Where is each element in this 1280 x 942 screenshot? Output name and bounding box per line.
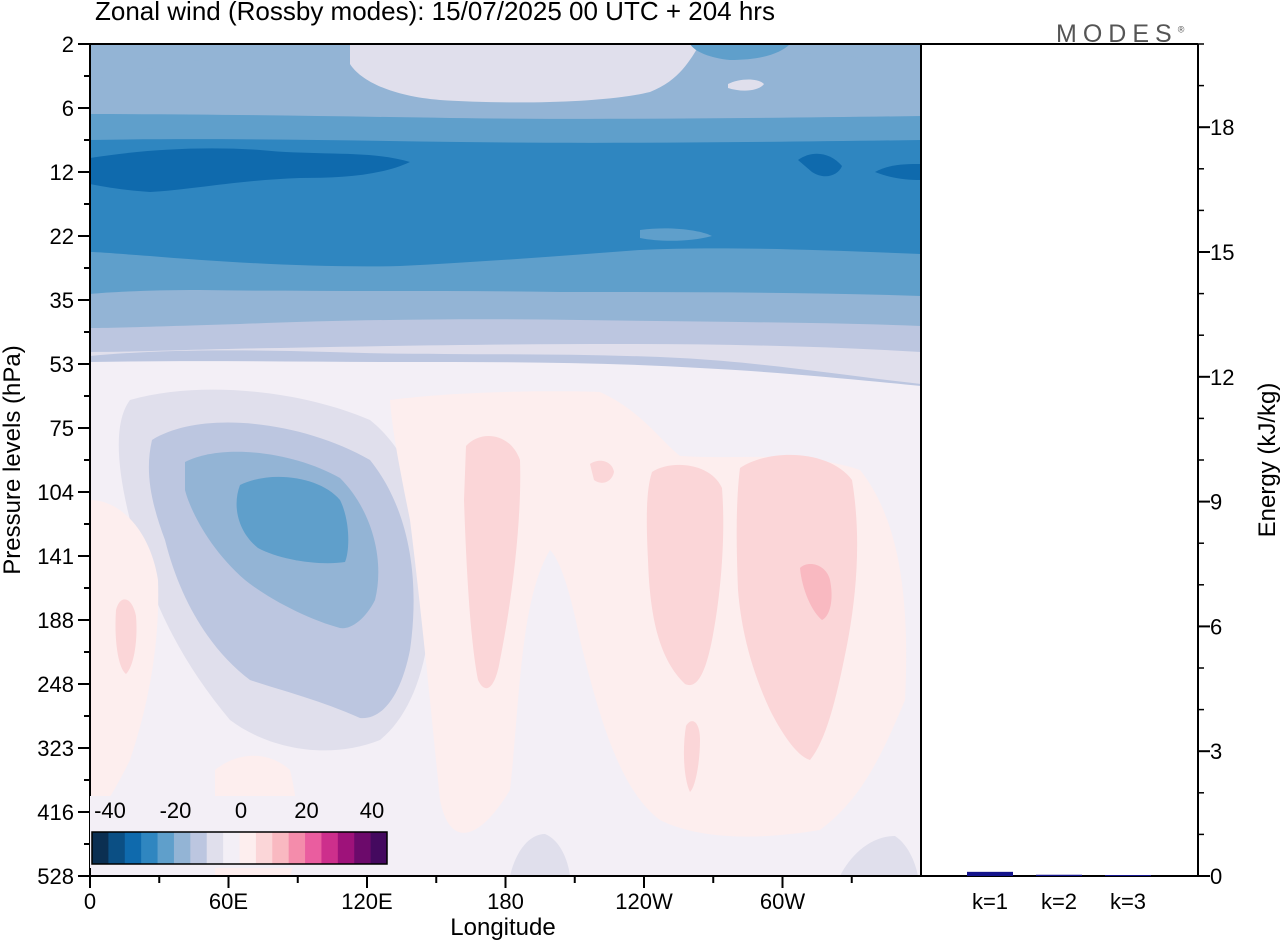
- colorbar-label: 0: [235, 798, 247, 823]
- energy-tick-label: 15: [1210, 240, 1234, 265]
- colorbar-swatch: [173, 832, 191, 864]
- colorbar-swatch: [272, 832, 290, 864]
- y-tick-label: 22: [50, 224, 74, 249]
- colorbar-swatch: [321, 832, 339, 864]
- y-tick-label: 416: [37, 800, 74, 825]
- energy-category-label: k=2: [1041, 889, 1077, 914]
- y-tick-label: 188: [37, 608, 74, 633]
- colorbar-label: -40: [94, 798, 126, 823]
- y-tick-label: 528: [37, 864, 74, 889]
- top-cell-mid: [90, 44, 350, 80]
- colorbar-frame: [91, 831, 388, 865]
- colorbar-label: 20: [294, 798, 318, 823]
- colorbar-swatch: [288, 832, 306, 864]
- y-tick-label: 104: [37, 480, 74, 505]
- y-tick-label: 6: [62, 96, 74, 121]
- energy-bar: [1105, 875, 1151, 876]
- y-tick-label: 2: [62, 32, 74, 57]
- y-tick-label: 75: [50, 416, 74, 441]
- colorbar-swatch: [190, 832, 208, 864]
- registered-mark: ®: [1177, 24, 1185, 35]
- contour-field: [90, 44, 921, 876]
- colorbar-swatch: [337, 832, 355, 864]
- band-deep-3: [875, 164, 921, 180]
- energy-bars: k=1 k=2 k=3: [967, 871, 1151, 914]
- x-tick-label: 0: [84, 889, 96, 914]
- energy-category-label: k=3: [1110, 889, 1146, 914]
- energy-axis-title: Energy (kJ/kg): [1254, 383, 1280, 538]
- y-tick-label: 323: [37, 736, 74, 761]
- longitude-axis: 0 60E 120E 180 120W 60W: [84, 876, 853, 914]
- colorbar-swatch: [255, 832, 273, 864]
- chart-title: Zonal wind (Rossby modes): 15/07/2025 00…: [95, 0, 775, 26]
- x-axis-title: Longitude: [450, 914, 555, 941]
- band-mid-notch: [640, 228, 712, 241]
- x-tick-label: 60W: [760, 889, 805, 914]
- x-tick-label: 120W: [615, 889, 673, 914]
- energy-tick-label: 12: [1210, 365, 1234, 390]
- x-tick-label: 180: [487, 889, 524, 914]
- colorbar-swatch: [305, 832, 322, 864]
- top-cell-light-2: [728, 79, 764, 91]
- colorbar-swatch: [108, 832, 126, 864]
- energy-tick-label: 9: [1210, 490, 1222, 515]
- colorbar-label: -20: [160, 798, 192, 823]
- colorbar-swatch: [223, 832, 240, 864]
- energy-bar: [1036, 874, 1082, 876]
- top-cell-light: [350, 44, 700, 103]
- bottom-blob-1: [510, 834, 570, 876]
- y-tick-label: 141: [37, 544, 74, 569]
- colorbar-label: 40: [360, 798, 384, 823]
- colorbar-swatch: [92, 832, 109, 864]
- band-deep-1: [90, 148, 410, 192]
- colorbar-swatch: [141, 832, 159, 864]
- westerly-cell-6: [683, 721, 700, 792]
- westerly-max: [800, 564, 832, 620]
- energy-tick-label: 0: [1210, 864, 1222, 889]
- colorbar-swatch: [124, 832, 142, 864]
- colorbar-swatch: [354, 832, 372, 864]
- colorbar-swatch: [370, 832, 388, 864]
- y-tick-label: 53: [50, 352, 74, 377]
- energy-bar: [967, 871, 1013, 876]
- energy-category-label: k=1: [972, 889, 1008, 914]
- colorbar-swatch: [157, 832, 175, 864]
- y-tick-label: 248: [37, 672, 74, 697]
- top-cell-deep: [690, 44, 790, 60]
- bottom-blob-2: [840, 836, 918, 876]
- y-axis-title: Pressure levels (hPa): [0, 345, 26, 574]
- westerly-cell-1: [464, 435, 521, 689]
- energy-tick-label: 18: [1210, 115, 1234, 140]
- westerly-cell-3: [736, 454, 858, 760]
- band-deep-2: [798, 153, 842, 177]
- x-tick-label: 60E: [209, 889, 248, 914]
- colorbar: -40 -20 0 20 40: [90, 796, 389, 868]
- vortex-core: [236, 476, 349, 564]
- pressure-axis: 2 6 12 22 35 53 75 104 141 188 248 323 416 528: [37, 32, 90, 889]
- westerly-cell-5: [115, 599, 137, 674]
- westerly-cell-2: [646, 464, 724, 686]
- colorbar-swatch: [239, 832, 257, 864]
- colorbar-swatch: [206, 832, 224, 864]
- y-tick-label: 35: [50, 288, 74, 313]
- westerly-cell-4: [590, 460, 614, 483]
- energy-axis: 0 3 6 9 12 15 18: [1198, 43, 1234, 889]
- energy-tick-label: 3: [1210, 739, 1222, 764]
- energy-tick-label: 6: [1210, 614, 1222, 639]
- x-tick-label: 120E: [341, 889, 392, 914]
- y-tick-label: 12: [50, 160, 74, 185]
